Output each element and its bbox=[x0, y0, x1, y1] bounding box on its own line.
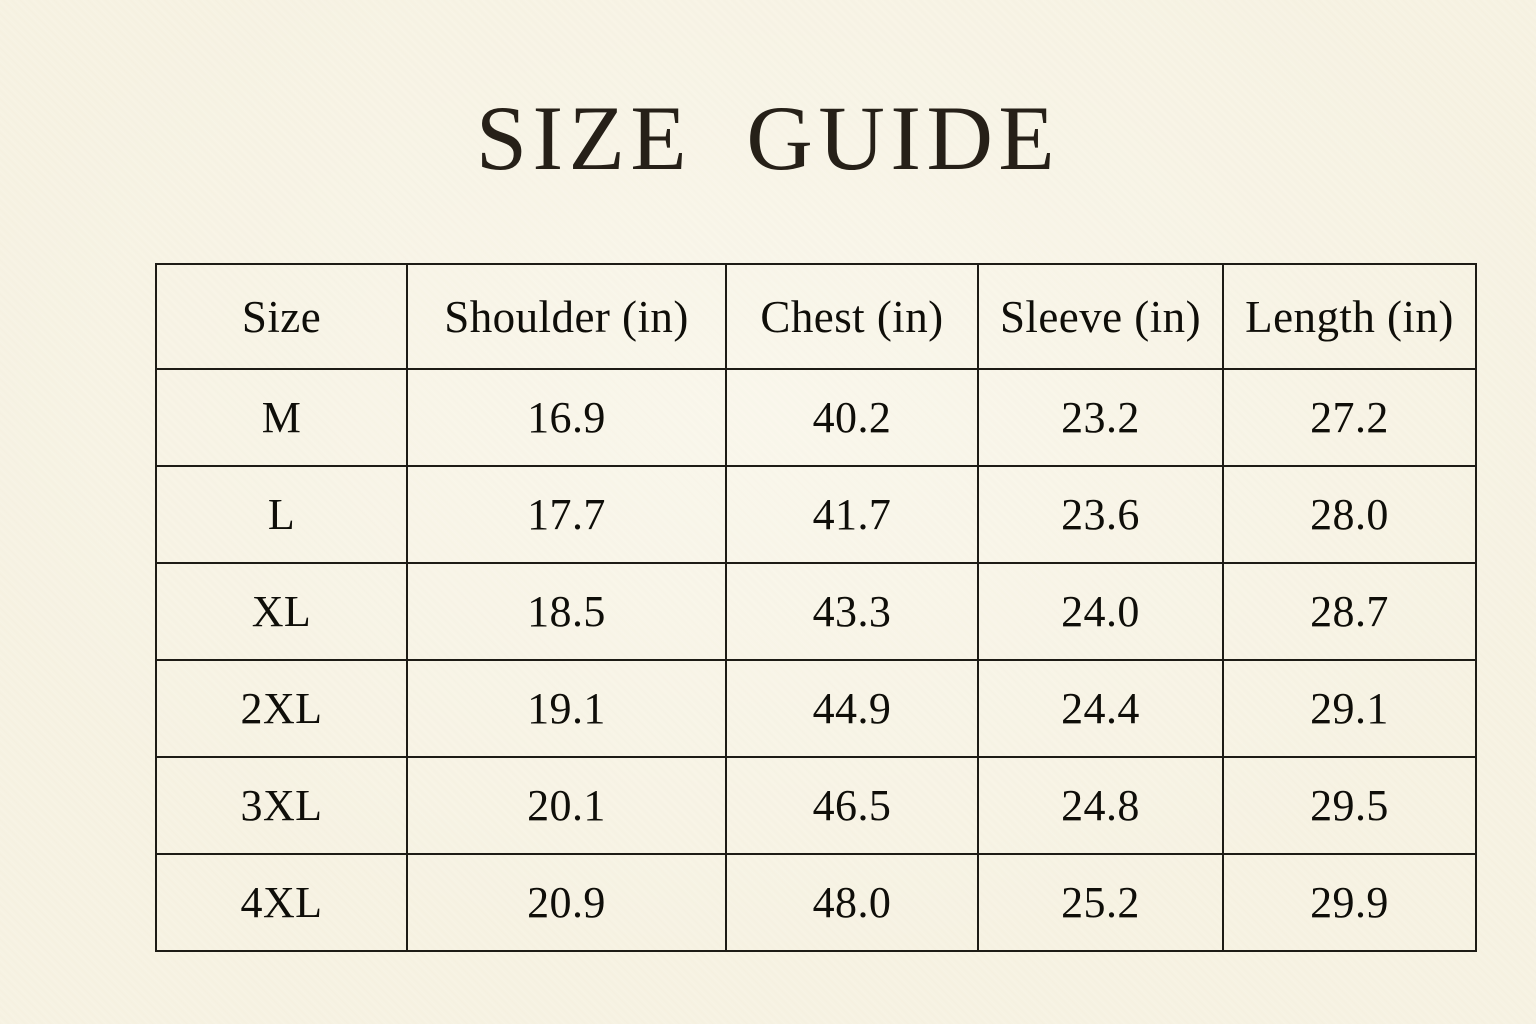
size-label: 2XL bbox=[155, 659, 408, 758]
shoulder-value: 16.9 bbox=[406, 368, 727, 467]
sleeve-value: 25.2 bbox=[977, 853, 1224, 952]
shoulder-value: 18.5 bbox=[406, 562, 727, 661]
page-title: SIZE GUIDE bbox=[475, 87, 1061, 189]
size-label: 3XL bbox=[155, 756, 408, 855]
sleeve-value: 24.8 bbox=[977, 756, 1224, 855]
chest-value: 44.9 bbox=[725, 659, 979, 758]
length-value: 28.7 bbox=[1222, 562, 1477, 661]
length-value: 29.5 bbox=[1222, 756, 1477, 855]
column-header-length: Length (in) bbox=[1222, 263, 1477, 370]
column-header-size: Size bbox=[155, 263, 408, 370]
length-value: 28.0 bbox=[1222, 465, 1477, 564]
length-value: 29.1 bbox=[1222, 659, 1477, 758]
shoulder-value: 17.7 bbox=[406, 465, 727, 564]
shoulder-value: 20.1 bbox=[406, 756, 727, 855]
table-row-2xl: 2XL 19.1 44.9 24.4 29.1 bbox=[155, 659, 1477, 758]
size-label: 4XL bbox=[155, 853, 408, 952]
table-row-3xl: 3XL 20.1 46.5 24.8 29.5 bbox=[155, 756, 1477, 855]
column-header-shoulder: Shoulder (in) bbox=[406, 263, 727, 370]
table-row-4xl: 4XL 20.9 48.0 25.2 29.9 bbox=[155, 853, 1477, 952]
sleeve-value: 24.0 bbox=[977, 562, 1224, 661]
shoulder-value: 19.1 bbox=[406, 659, 727, 758]
table-row-xl: XL 18.5 43.3 24.0 28.7 bbox=[155, 562, 1477, 661]
sleeve-value: 24.4 bbox=[977, 659, 1224, 758]
table-row-m: M 16.9 40.2 23.2 27.2 bbox=[155, 368, 1477, 467]
shoulder-value: 20.9 bbox=[406, 853, 727, 952]
size-guide-table: Size Shoulder (in) Chest (in) Sleeve (in… bbox=[155, 263, 1477, 952]
sleeve-value: 23.6 bbox=[977, 465, 1224, 564]
table-header-row: Size Shoulder (in) Chest (in) Sleeve (in… bbox=[155, 263, 1477, 370]
chest-value: 48.0 bbox=[725, 853, 979, 952]
sleeve-value: 23.2 bbox=[977, 368, 1224, 467]
size-label: L bbox=[155, 465, 408, 564]
length-value: 29.9 bbox=[1222, 853, 1477, 952]
length-value: 27.2 bbox=[1222, 368, 1477, 467]
table-row-l: L 17.7 41.7 23.6 28.0 bbox=[155, 465, 1477, 564]
chest-value: 43.3 bbox=[725, 562, 979, 661]
size-label: M bbox=[155, 368, 408, 467]
chest-value: 46.5 bbox=[725, 756, 979, 855]
column-header-sleeve: Sleeve (in) bbox=[977, 263, 1224, 370]
chest-value: 41.7 bbox=[725, 465, 979, 564]
column-header-chest: Chest (in) bbox=[725, 263, 979, 370]
size-label: XL bbox=[155, 562, 408, 661]
chest-value: 40.2 bbox=[725, 368, 979, 467]
